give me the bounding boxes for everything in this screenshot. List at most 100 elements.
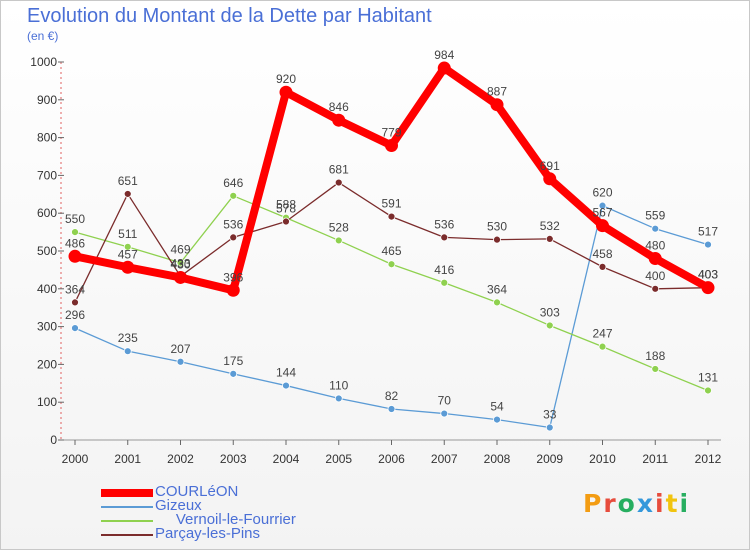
data-label: 465 [381,244,401,258]
data-label: 567 [592,206,612,220]
logo-letter: x [636,489,655,518]
data-label: 646 [223,176,243,190]
logo-letter: r [603,489,618,518]
data-label: 588 [276,198,296,212]
data-label: 620 [592,186,612,200]
legend-swatch [101,534,153,536]
data-point [440,409,449,418]
data-point [493,415,501,424]
data-label: 486 [65,236,85,250]
data-point [176,258,185,267]
data-label: 480 [645,239,665,253]
data-label: 247 [592,327,612,341]
data-label: 403 [698,268,718,282]
data-point [598,262,607,271]
data-label: 364 [487,282,507,296]
data-label: 430 [170,257,190,271]
data-label: 235 [118,331,138,345]
data-point [334,236,343,245]
data-point [282,381,290,390]
data-label: 70 [438,394,452,408]
data-label: 458 [592,247,612,261]
data-label: 532 [540,219,560,233]
x-tick-label: 2007 [431,452,458,466]
data-point [596,219,609,233]
legend-label: COURLéON [155,483,239,500]
y-tick-label: 700 [37,168,57,182]
data-label: 110 [329,378,348,392]
data-point [545,235,554,243]
data-label: 175 [223,354,243,368]
data-point [490,98,504,112]
data-point [68,249,82,263]
data-point [71,298,79,307]
data-label: 131 [698,370,718,384]
y-tick-label: 0 [50,433,57,447]
data-point [651,224,660,233]
y-tick-label: 300 [37,320,57,334]
data-label: 188 [645,349,665,363]
data-label: 578 [276,202,296,216]
data-label: 887 [487,85,507,99]
data-point [387,405,396,413]
data-label: 559 [645,209,665,223]
data-point [651,284,660,293]
x-tick-label: 2003 [220,452,247,466]
data-label: 33 [543,408,557,422]
data-point [385,139,398,153]
data-label: 403 [698,268,718,282]
y-tick-label: 600 [37,206,57,220]
legend-swatch [101,506,153,508]
x-tick-label: 2011 [642,452,668,466]
logo-letter: P [583,489,604,518]
data-point [704,386,712,395]
data-point [71,228,79,237]
data-label: 400 [645,269,665,283]
legend-label: Parçay-les-Pins [155,525,261,542]
data-point [121,260,135,274]
y-tick-label: 800 [37,131,57,145]
chart-subtitle: (en €) [27,29,59,43]
data-point [334,394,343,403]
data-label: 536 [434,217,454,231]
data-point [545,321,554,330]
data-label: 984 [434,48,454,62]
data-point [440,278,449,287]
data-point [279,85,293,99]
data-point [543,172,557,186]
series-line-2 [74,195,709,392]
data-point [437,61,451,75]
data-point [704,240,712,249]
data-label: 591 [381,197,401,211]
data-label: 433 [170,256,190,270]
y-tick-label: 200 [37,357,57,371]
x-tick-label: 2005 [325,452,352,466]
data-label: 364 [65,282,85,296]
data-label: 536 [223,217,243,231]
data-label: 681 [329,163,349,177]
data-label: 144 [276,366,296,380]
legend-label: Vernoil-le-Fourrier [155,511,296,528]
data-label: 920 [276,72,296,86]
data-point [334,178,343,187]
data-point [229,233,238,242]
proxiti-logo: Proxiti [583,489,690,518]
data-label: 550 [65,212,85,226]
legend-swatch [101,489,153,497]
data-point [123,347,132,356]
data-point [387,212,396,221]
data-point [71,324,79,333]
x-tick-label: 2004 [273,452,300,466]
data-point [440,233,449,242]
data-point [598,201,607,210]
data-point [387,260,396,269]
logo-letter: i [655,489,666,518]
data-label: 82 [385,389,399,403]
data-label: 651 [118,174,138,188]
x-tick-label: 2000 [62,452,89,466]
data-point [229,369,238,378]
data-label: 469 [170,243,190,257]
legend-label: Gizeux [155,497,202,514]
data-point [176,357,185,366]
